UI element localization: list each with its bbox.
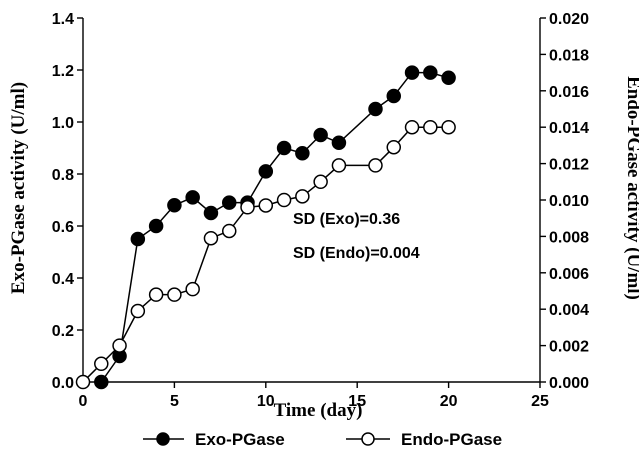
right-y-tick-label: 0.008 <box>549 229 589 246</box>
data-point-endo-pgase <box>295 189 310 204</box>
data-point-endo-pgase <box>221 223 237 239</box>
annotation-sd-endo: SD (Endo)=0.004 <box>293 245 420 262</box>
data-point-exo-pgase <box>258 164 274 179</box>
x-axis-label: Time (day) <box>274 400 363 421</box>
data-point-exo-pgase <box>295 145 310 161</box>
data-point-endo-pgase <box>75 374 91 390</box>
data-point-exo-pgase <box>441 70 456 86</box>
right-y-tick-label: 0.004 <box>549 302 589 319</box>
x-tick-label: 10 <box>257 393 275 410</box>
data-point-endo-pgase <box>386 139 402 155</box>
left-y-tick-label: 0.6 <box>52 219 74 236</box>
data-point-endo-pgase <box>368 158 383 173</box>
legend-marker-endo <box>361 432 375 446</box>
data-point-endo-pgase <box>185 281 200 297</box>
data-point-endo-pgase <box>148 287 164 302</box>
right-y-tick-label: 0.020 <box>549 11 589 28</box>
left-y-tick-label: 1.0 <box>52 115 74 132</box>
x-tick-label: 20 <box>440 393 458 410</box>
x-tick-label: 15 <box>348 393 366 410</box>
data-point-endo-pgase <box>313 174 328 190</box>
left-y-tick-label: 0.8 <box>52 167 74 184</box>
data-point-exo-pgase <box>331 135 347 151</box>
data-point-endo-pgase <box>130 303 146 319</box>
right-y-tick-label: 0.002 <box>549 339 589 356</box>
legend-label-endo: Endo-PGase <box>401 430 502 449</box>
left-y-tick-label: 0.2 <box>52 323 74 340</box>
data-point-exo-pgase <box>94 374 109 390</box>
left-y-tick-label: 1.4 <box>52 11 74 28</box>
left-y-tick-label: 0.0 <box>52 375 74 392</box>
x-tick-label: 25 <box>531 393 549 410</box>
data-point-exo-pgase <box>404 65 420 80</box>
data-point-exo-pgase <box>130 231 146 247</box>
x-tick-label: 5 <box>170 393 179 410</box>
data-point-endo-pgase <box>203 230 219 246</box>
legend: Exo-PGase Endo-PGase <box>143 430 502 449</box>
data-point-endo-pgase <box>441 119 456 135</box>
data-point-exo-pgase <box>313 127 328 143</box>
left-y-axis-label: Exo-PGase activity (U/ml) <box>8 82 29 294</box>
data-point-endo-pgase <box>331 158 347 173</box>
series-group <box>75 65 456 390</box>
right-y-axis-label: Endo-PGase activity (U/ml) <box>623 76 639 300</box>
data-point-exo-pgase <box>423 65 438 80</box>
ticks-group: 0 5 10 15 20 25 0.0 0.2 0.4 0.6 0.8 1.0 1.2 1.4 0.000 0… <box>52 11 589 410</box>
data-point-endo-pgase <box>167 287 182 302</box>
annotation-sd-exo: SD (Exo)=0.36 <box>293 211 400 228</box>
right-y-tick-label: 0.012 <box>549 157 589 174</box>
right-y-tick-label: 0.010 <box>549 193 589 210</box>
data-point-exo-pgase <box>276 140 292 156</box>
left-y-tick-label: 1.2 <box>52 63 74 80</box>
axes-group <box>82 18 541 383</box>
data-point-exo-pgase <box>221 195 237 210</box>
right-y-tick-label: 0.014 <box>549 120 589 137</box>
left-y-tick-label: 0.4 <box>52 271 74 288</box>
data-point-endo-pgase <box>94 356 109 372</box>
right-y-tick-label: 0.016 <box>549 84 589 101</box>
data-point-exo-pgase <box>386 88 402 104</box>
data-point-endo-pgase <box>423 119 438 135</box>
data-point-endo-pgase <box>258 198 274 213</box>
right-y-tick-label: 0.018 <box>549 47 589 64</box>
data-point-exo-pgase <box>148 218 164 234</box>
legend-marker-exo <box>156 432 170 446</box>
legend-label-exo: Exo-PGase <box>195 430 285 449</box>
legend-item-exo: Exo-PGase <box>143 430 285 449</box>
data-point-endo-pgase <box>112 338 127 353</box>
data-point-endo-pgase <box>404 119 420 135</box>
right-y-tick-label: 0.006 <box>549 266 589 283</box>
x-tick-label: 0 <box>79 393 88 410</box>
data-point-exo-pgase <box>185 190 200 205</box>
legend-item-endo: Endo-PGase <box>346 430 502 449</box>
data-point-exo-pgase <box>368 101 383 117</box>
right-y-tick-label: 0.000 <box>549 375 589 392</box>
data-point-endo-pgase <box>240 200 255 215</box>
data-point-exo-pgase <box>203 205 219 221</box>
data-point-exo-pgase <box>167 197 182 213</box>
data-point-endo-pgase <box>276 192 292 208</box>
